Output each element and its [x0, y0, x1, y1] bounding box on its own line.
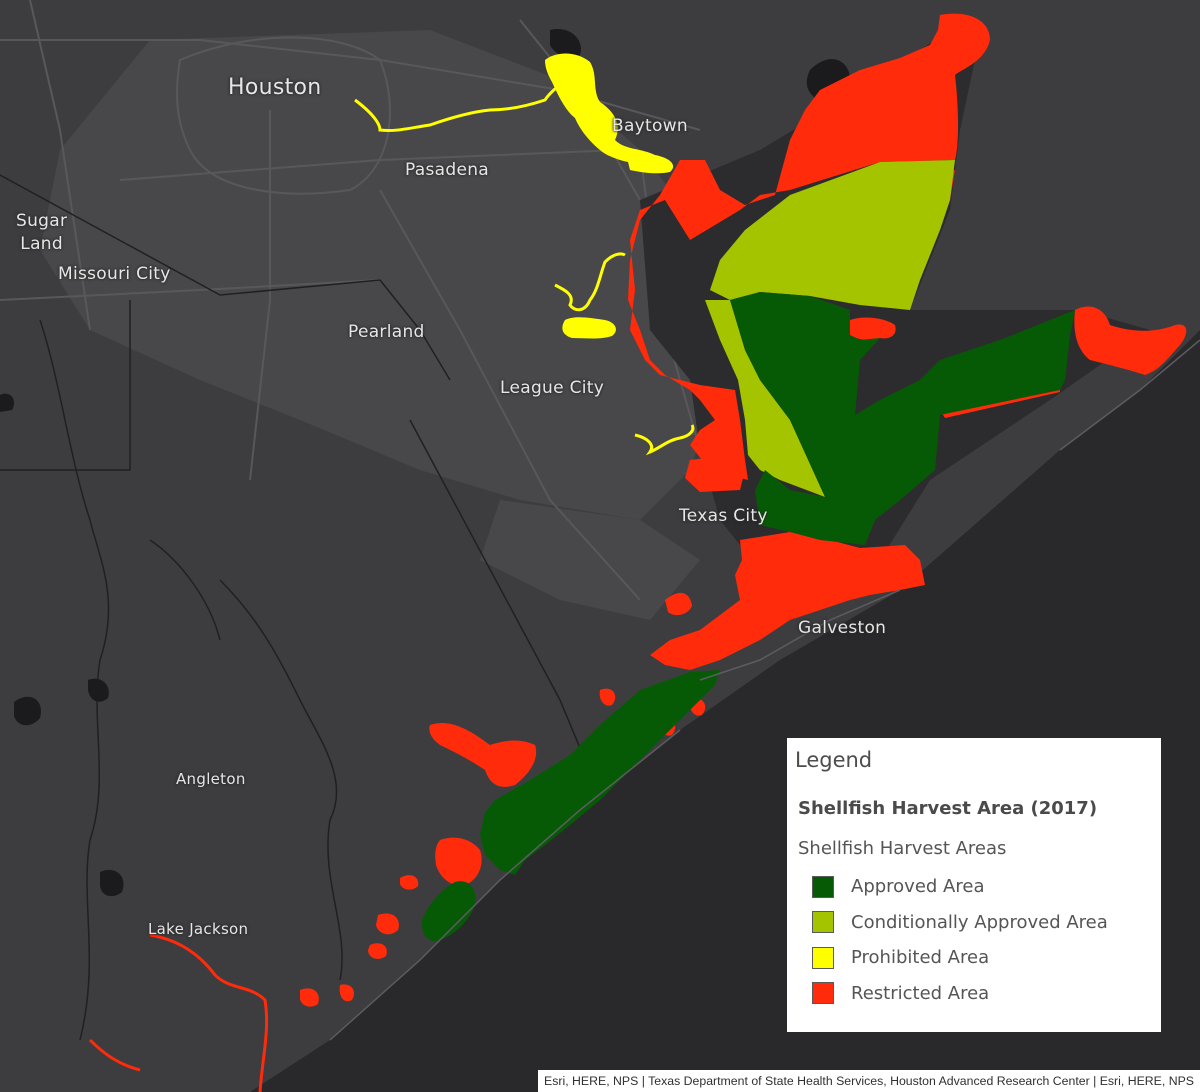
county-boundaries	[0, 174, 611, 1041]
approved-area-bastrop-bay[interactable]	[421, 881, 476, 942]
legend-swatch-conditionally-approved	[812, 911, 834, 934]
city-label-lake-jackson: Lake Jackson	[148, 920, 249, 938]
restricted-area-galveston[interactable]	[650, 532, 925, 670]
restricted-area-texas-city[interactable]	[685, 455, 745, 492]
legend-swatch-restricted	[812, 982, 834, 1005]
city-label-angleton: Angleton	[176, 770, 246, 788]
legend-item-prohibited: Prohibited Area	[812, 940, 1108, 976]
legend-label-approved: Approved Area	[851, 876, 985, 898]
restricted-area-west-bay-shore[interactable]	[665, 592, 692, 616]
city-label-pearland: Pearland	[348, 322, 425, 342]
restricted-area-west-bay-inlets[interactable]	[599, 688, 706, 736]
legend-layer-title: Shellfish Harvest Area (2017)	[798, 798, 1098, 819]
restricted-area-san-luis-pass[interactable]	[435, 837, 482, 886]
legend-panel: Legend Shellfish Harvest Area (2017) She…	[787, 738, 1161, 1032]
prohibited-area-clear-creek	[554, 252, 626, 312]
legend-label-prohibited: Prohibited Area	[851, 947, 990, 969]
restricted-area-smith-point[interactable]	[850, 317, 896, 341]
approved-area-central-bay[interactable]	[730, 292, 1075, 545]
map-attribution: Esri, HERE, NPS | Texas Department of St…	[538, 1070, 1200, 1092]
coastline-details	[329, 339, 1200, 1041]
prohibited-area-houston-ship-channel[interactable]	[545, 53, 674, 174]
prohibited-area-dickinson-bayou	[634, 424, 695, 456]
approved-area-west-bay[interactable]	[480, 670, 720, 875]
city-label-sugar-land: Sugar Land	[16, 211, 68, 254]
restricted-area-upper-bay[interactable]	[628, 13, 990, 480]
legend-label-restricted: Restricted Area	[851, 982, 990, 1004]
city-label-league-city: League City	[500, 378, 605, 398]
legend-item-restricted: Restricted Area	[812, 976, 1108, 1012]
restricted-rivers	[88, 933, 269, 1092]
legend-swatch-approved	[812, 875, 834, 898]
legend-swatch-prohibited	[812, 946, 834, 969]
restricted-area-east-bay-end[interactable]	[1074, 306, 1187, 375]
conditionally-approved-areas[interactable]	[705, 160, 955, 497]
city-label-baytown: Baytown	[612, 116, 688, 136]
city-label-missouri-city: Missouri City	[58, 264, 171, 284]
restricted-area-christmas-bay[interactable]	[368, 875, 419, 959]
city-label-galveston: Galveston	[798, 618, 887, 638]
conditional-area-west-galveston-bay[interactable]	[705, 300, 825, 497]
city-label-pasadena: Pasadena	[405, 160, 490, 180]
restricted-area-chocolate-bay[interactable]	[429, 722, 537, 787]
restricted-area-surfside[interactable]	[300, 984, 355, 1007]
prohibited-area-clear-creek-lake[interactable]	[562, 317, 616, 339]
legend-item-conditionally-approved: Conditionally Approved Area	[812, 905, 1108, 941]
legend-label-conditionally-approved: Conditionally Approved Area	[851, 911, 1108, 933]
legend-items: Approved Area Conditionally Approved Are…	[812, 869, 1108, 1011]
restricted-areas[interactable]	[300, 13, 1187, 1007]
legend-item-approved: Approved Area	[812, 869, 1108, 905]
city-label-texas-city: Texas City	[679, 506, 768, 526]
conditional-area-trinity-bay[interactable]	[710, 160, 955, 310]
prohibited-areas[interactable]	[354, 53, 695, 456]
approved-areas[interactable]	[421, 292, 1075, 942]
city-label-houston: Houston	[228, 75, 322, 100]
prohibited-area-buffalo-bayou	[354, 76, 569, 132]
legend-sublayer-title: Shellfish Harvest Areas	[798, 838, 1007, 859]
legend-title: Legend	[795, 748, 873, 772]
